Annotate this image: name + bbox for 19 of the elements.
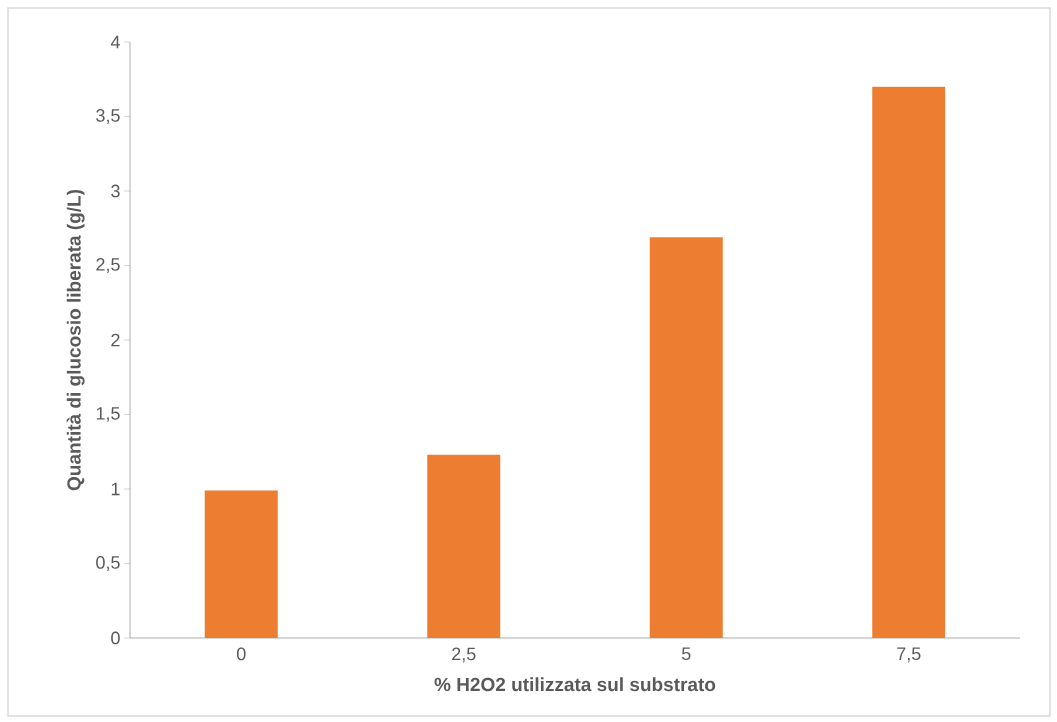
x-tick-label: 7,5 [897,647,921,663]
y-tick-label: 1,5 [96,407,120,422]
y-tick-label: 0 [111,631,120,645]
x-tick-label: 5 [681,647,691,661]
x-axis-title: % H2O2 utilizzata sul substrato [434,677,716,692]
bar [204,490,278,638]
y-tick-label: 3 [111,184,120,198]
bar [427,454,501,638]
y-tick-label: 2 [111,333,120,347]
bar [649,237,723,638]
x-tick-label: 2,5 [452,647,476,663]
x-tick-label: 0 [236,647,246,661]
y-tick-label: 0,5 [96,556,120,571]
y-tick-label: 3,5 [96,109,120,124]
y-axis-title: Quantità di glucosio liberata (g/L) [66,189,85,491]
y-tick-label: 2,5 [96,258,120,273]
y-tick-label: 1 [111,482,120,496]
bar [872,86,946,638]
y-tick-label: 4 [110,35,120,49]
